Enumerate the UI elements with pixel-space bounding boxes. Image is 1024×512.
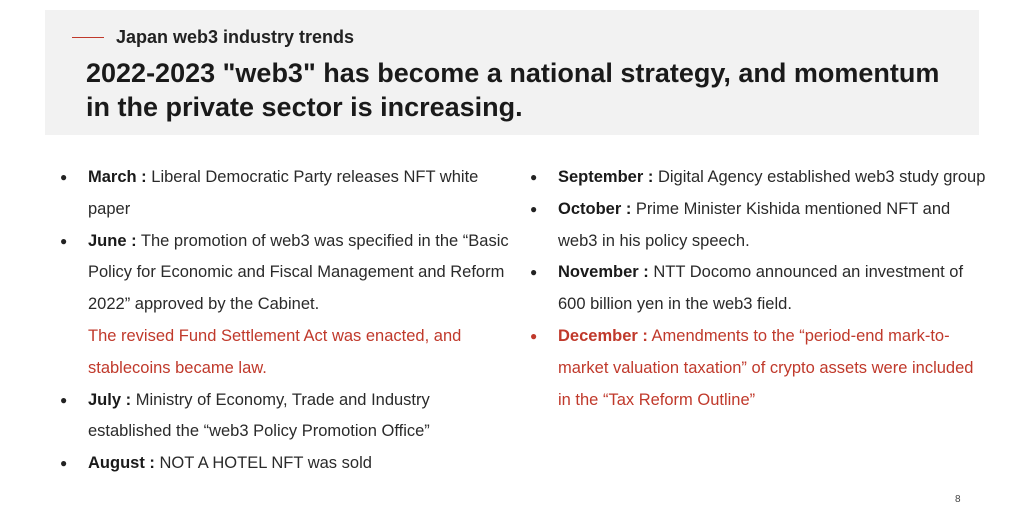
item-text: NTT Docomo announced an investment of 60…: [558, 263, 964, 314]
bullet-icon: ●: [60, 456, 68, 471]
item-text: Ministry of Economy, Trade and Industry …: [88, 390, 430, 441]
list-item-october: ● October : Prime Minister Kishida menti…: [530, 194, 990, 258]
bullet-icon: ●: [530, 201, 538, 216]
section-accent-line: [72, 37, 104, 38]
page-title: 2022-2023 "web3" has become a national s…: [86, 58, 940, 122]
month-label: July :: [88, 390, 132, 409]
item-text: Amendments to the “period-end mark-to-ma…: [558, 326, 974, 409]
month-label: November :: [558, 263, 649, 282]
list-item-july: ● July : Ministry of Economy, Trade and …: [60, 385, 510, 449]
month-label: October :: [558, 199, 632, 218]
bullet-icon: ●: [60, 170, 68, 184]
month-label: March :: [88, 168, 147, 186]
item-text: Liberal Democratic Party releases NFT wh…: [88, 168, 479, 218]
header-band: [45, 10, 979, 135]
page-number: 8: [955, 494, 961, 505]
bullet-icon: ●: [530, 328, 538, 343]
list-item-december: ● December : Amendments to the “period-e…: [530, 321, 990, 416]
bullet-icon: ●: [530, 265, 538, 280]
list-item-march: ● March : Liberal Democratic Party relea…: [60, 162, 510, 226]
right-timeline-list: ● September : Digital Agency established…: [530, 162, 990, 416]
month-label: August :: [88, 454, 155, 473]
highlight-text: The revised Fund Settlement Act was enac…: [88, 326, 462, 377]
item-text: Digital Agency established web3 study gr…: [653, 168, 986, 186]
bullet-icon: ●: [60, 233, 68, 248]
list-item-september: ● September : Digital Agency established…: [530, 162, 990, 194]
month-label: September :: [558, 168, 654, 186]
month-label: December :: [558, 326, 648, 345]
item-text: The promotion of web3 was specified in t…: [88, 231, 509, 314]
item-text: Prime Minister Kishida mentioned NFT and…: [558, 199, 951, 250]
month-label: June :: [88, 231, 137, 250]
list-item-november: ● November : NTT Docomo announced an inv…: [530, 257, 990, 321]
bullet-icon: ●: [60, 392, 68, 407]
left-timeline-list: ● March : Liberal Democratic Party relea…: [60, 162, 510, 480]
list-item-june: ● June : The promotion of web3 was speci…: [60, 226, 510, 385]
item-text: NOT A HOTEL NFT was sold: [154, 454, 372, 473]
bullet-icon: ●: [530, 170, 538, 184]
list-item-august: ● August : NOT A HOTEL NFT was sold: [60, 448, 510, 480]
section-label: Japan web3 industry trends: [116, 27, 355, 47]
